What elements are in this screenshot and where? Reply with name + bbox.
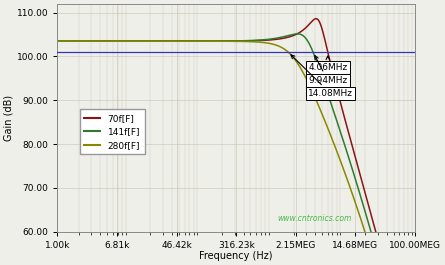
Text: 9.94MHz: 9.94MHz [308,56,348,85]
X-axis label: Frequency (Hz): Frequency (Hz) [199,251,273,261]
Text: 14.08MHz: 14.08MHz [291,55,353,98]
Text: 4.06MHz: 4.06MHz [308,56,348,72]
Y-axis label: Gain (dB): Gain (dB) [4,95,14,141]
Legend: 70f[F], 141f[F], 280f[F]: 70f[F], 141f[F], 280f[F] [80,109,145,154]
Text: www.cntronics.com: www.cntronics.com [278,214,352,223]
